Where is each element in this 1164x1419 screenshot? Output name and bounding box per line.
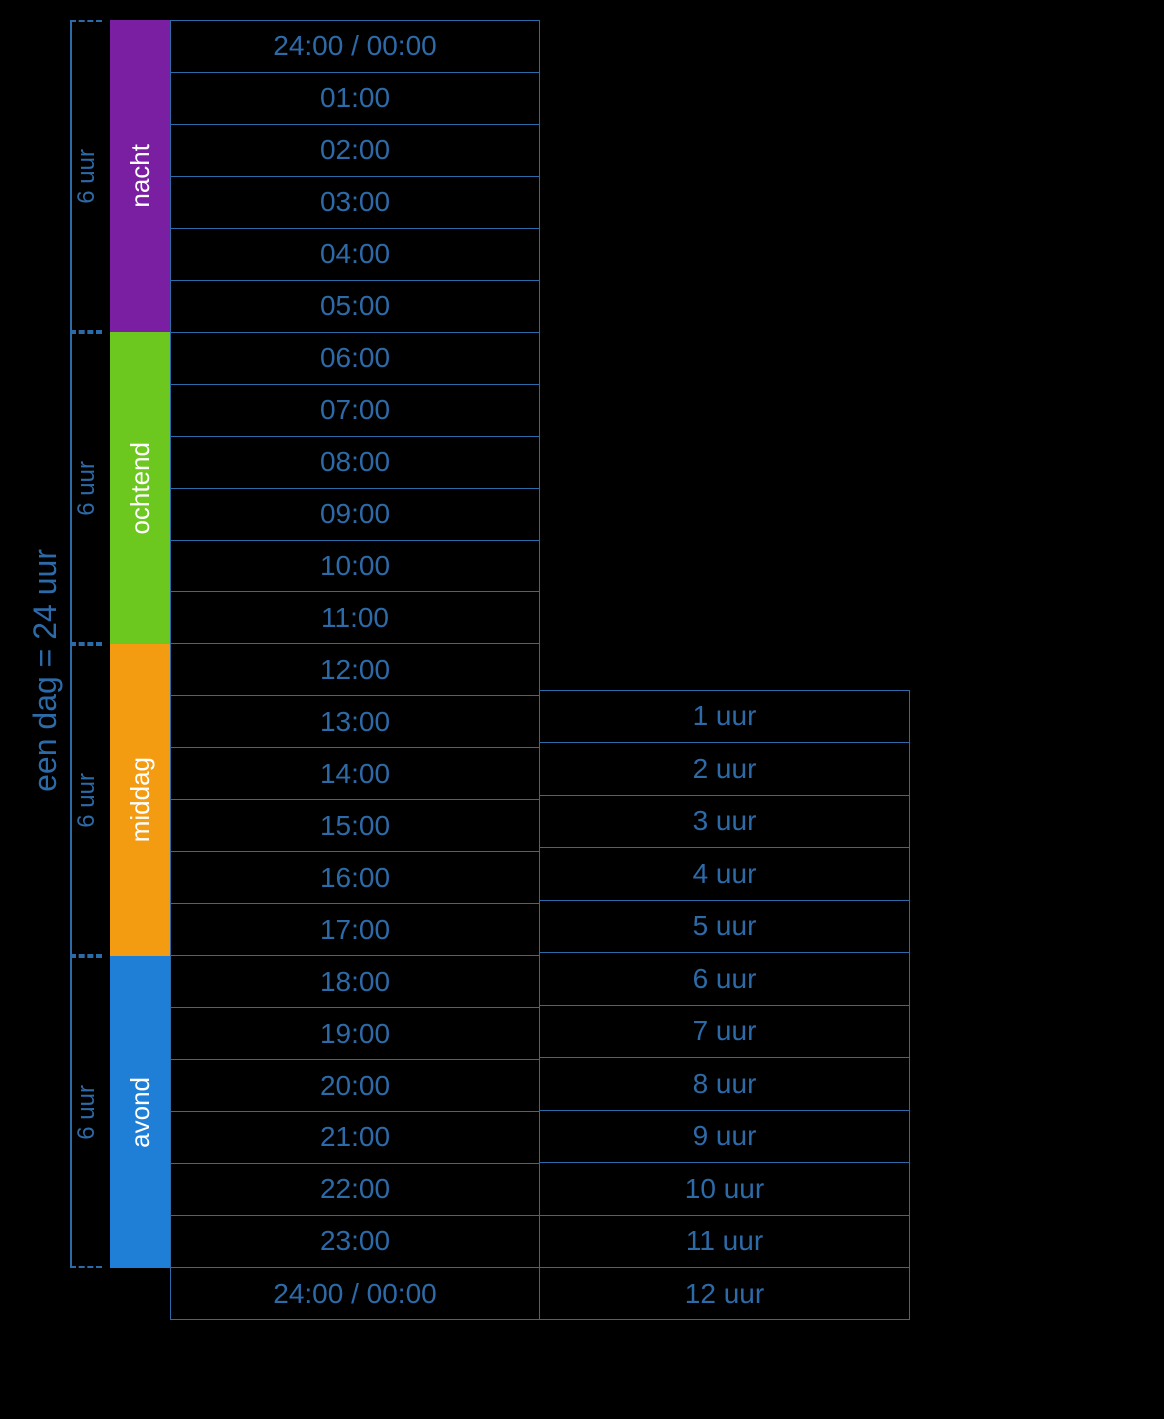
- time-cell: 10:00: [171, 541, 540, 593]
- time-cell: 11:00: [171, 592, 540, 644]
- extra-cell: [540, 20, 910, 72]
- time-cell: 23:00: [171, 1216, 540, 1268]
- time-cell: 15:00: [171, 800, 540, 852]
- times-footer: 24:00 / 00:00: [170, 1268, 540, 1320]
- extra-cell: 10 uur: [540, 1163, 910, 1216]
- extra-cell: 8 uur: [540, 1058, 910, 1111]
- time-cell: 13:00: [171, 696, 540, 748]
- day-label: een dag = 24 uur: [27, 549, 64, 792]
- time-cell: 07:00: [171, 385, 540, 437]
- extra-cell: 3 uur: [540, 796, 910, 849]
- time-cell: 09:00: [171, 489, 540, 541]
- time-cell: 20:00: [171, 1060, 540, 1112]
- bracket-column: 6 uur 6 uur 6 uur 6 uur: [70, 20, 110, 1268]
- time-cell: 03:00: [171, 177, 540, 229]
- time-cell: 04:00: [171, 229, 540, 281]
- segment-label: 6 uur: [73, 773, 101, 828]
- extra-cell: 9 uur: [540, 1111, 910, 1164]
- time-cell: 17:00: [171, 904, 540, 956]
- extra-cell: [540, 72, 910, 124]
- segment-label: 6 uur: [73, 149, 101, 204]
- time-cell: 18:00: [171, 956, 540, 1008]
- period-block-avond: avond: [110, 956, 170, 1268]
- extra-cell: 11 uur: [540, 1216, 910, 1269]
- extra-cell: 5 uur: [540, 901, 910, 954]
- period-block-middag: middag: [110, 644, 170, 956]
- extra-cell: 6 uur: [540, 953, 910, 1006]
- segment-label: 6 uur: [73, 461, 101, 516]
- time-cell: 21:00: [171, 1112, 540, 1164]
- time-cell: 14:00: [171, 748, 540, 800]
- time-cell: 22:00: [171, 1164, 540, 1216]
- extra-cell: [540, 226, 910, 278]
- time-cell: 05:00: [171, 281, 540, 333]
- time-cell: 16:00: [171, 852, 540, 904]
- time-cell: 24:00 / 00:00: [171, 21, 540, 73]
- extra-cell: [540, 381, 910, 433]
- extra-cell: [540, 123, 910, 175]
- time-cell: 01:00: [171, 73, 540, 125]
- extra-cell: 2 uur: [540, 743, 910, 796]
- extra-cell: 4 uur: [540, 848, 910, 901]
- extra-column: 1 uur2 uur3 uur4 uur5 uur6 uur7 uur8 uur…: [540, 20, 910, 1268]
- segment-label: 6 uur: [73, 1085, 101, 1140]
- period-column: nachtochtendmiddagavond: [110, 20, 170, 1268]
- extra-cell: [540, 175, 910, 227]
- times-column: 24:00 / 00:0001:0002:0003:0004:0005:0006…: [170, 20, 540, 1268]
- time-cell: 06:00: [171, 333, 540, 385]
- time-cell: 12:00: [171, 644, 540, 696]
- time-cell: 08:00: [171, 437, 540, 489]
- extra-cell: [540, 278, 910, 330]
- extra-cell: [540, 484, 910, 536]
- time-cell: 02:00: [171, 125, 540, 177]
- extra-cell: [540, 535, 910, 587]
- extra-cell: [540, 638, 910, 690]
- extra-cell: [540, 432, 910, 484]
- extra-cell: 7 uur: [540, 1006, 910, 1059]
- time-cell: 19:00: [171, 1008, 540, 1060]
- extra-cell: [540, 587, 910, 639]
- extra-cell: 1 uur: [540, 690, 910, 744]
- period-block-nacht: nacht: [110, 20, 170, 332]
- period-block-ochtend: ochtend: [110, 332, 170, 644]
- extra-footer: 12 uur: [540, 1268, 910, 1320]
- extra-cell: [540, 329, 910, 381]
